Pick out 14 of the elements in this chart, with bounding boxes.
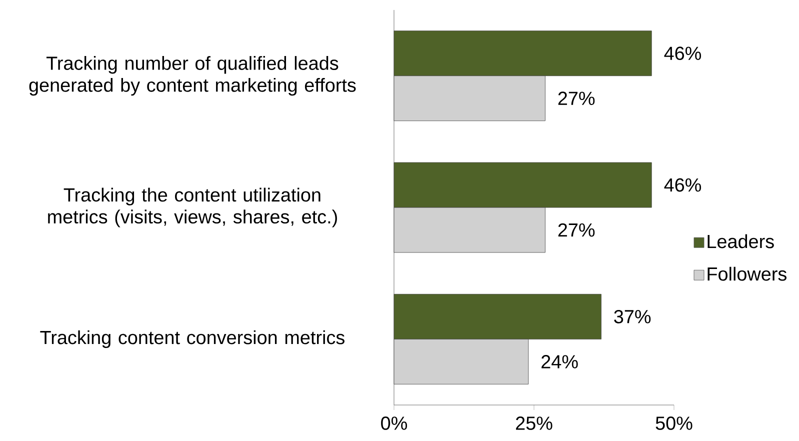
x-tick-label: 50% (656, 416, 692, 430)
data-label: 27% (558, 223, 595, 237)
data-label: 46% (664, 46, 701, 60)
y-tick-label: Tracking content conversion metrics (40, 330, 344, 348)
data-label: 46% (664, 178, 701, 192)
legend-label: Followers (708, 266, 786, 281)
y-tick-label: Tracking number of qualified leads generated by content marketing efforts (29, 56, 356, 96)
y-tick-label: Tracking the content utilization metrics (visits, views, shares, etc.) (48, 188, 337, 228)
data-label: 37% (614, 310, 651, 324)
data-label: 24% (542, 355, 578, 368)
data-label: 27% (558, 92, 595, 105)
x-tick-label: 0% (381, 416, 407, 430)
legend-label: Leaders (708, 234, 774, 248)
x-tick-label: 25% (516, 416, 552, 430)
